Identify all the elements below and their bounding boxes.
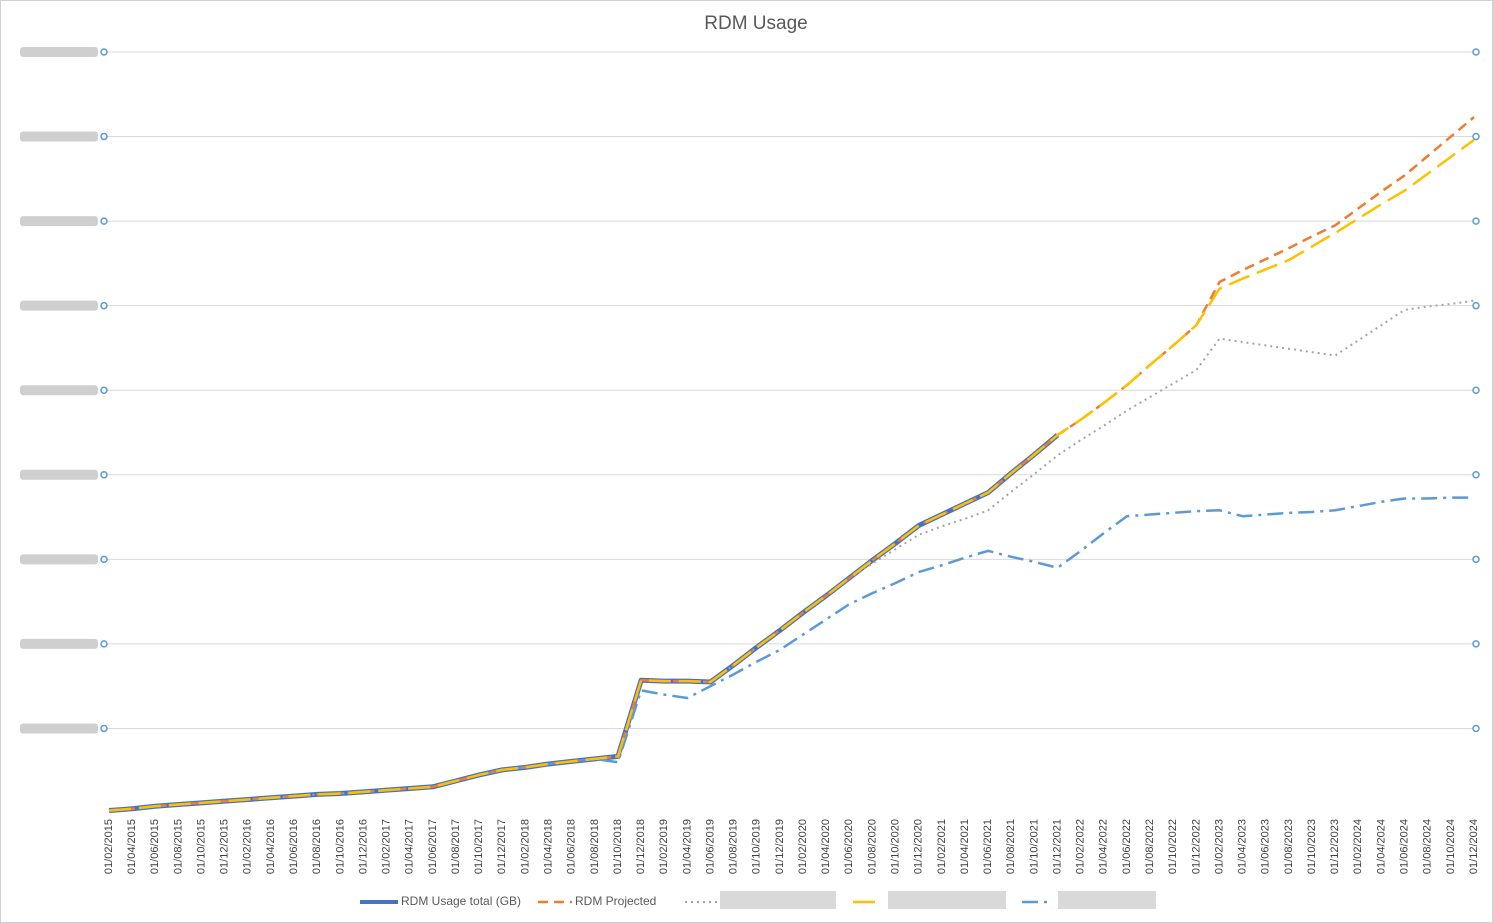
axis-marker [100,555,108,564]
x-tick-label: 01/10/2015 [195,819,207,874]
x-tick-label: 01/06/2020 [843,819,855,874]
blurred-tick-label [20,300,98,311]
axis-marker [1472,132,1480,141]
x-tick-label: 01/12/2023 [1329,819,1341,874]
x-tick-label: 01/08/2020 [866,819,878,874]
blurred-tick-label [20,216,98,227]
x-tick-label: 01/10/2023 [1306,819,1318,874]
x-tick-label: 01/08/2022 [1144,819,1156,874]
x-tick-label: 01/12/2022 [1190,819,1202,874]
axis-marker [1472,301,1480,310]
x-tick-label: 01/08/2021 [1005,819,1017,874]
x-tick-label: 01/10/2022 [1167,819,1179,874]
axis-marker [1472,555,1480,564]
x-tick-label: 01/06/2023 [1260,819,1272,874]
axis-marker [100,724,108,733]
blurred-label [1058,891,1156,909]
axis-marker [1472,48,1480,56]
blurred-tick-label [20,723,98,734]
x-tick-label: 01/10/2019 [751,819,763,874]
x-tick-label: 01/04/2018 [542,819,554,874]
x-tick-label: 01/04/2023 [1237,819,1249,874]
axis-marker [1472,386,1480,394]
x-tick-label: 01/10/2024 [1445,819,1457,874]
x-tick-label: 01/02/2017 [381,819,393,874]
axis-marker [1472,471,1480,479]
axis-marker [100,386,108,394]
x-tick-label: 01/10/2017 [473,819,485,874]
x-tick-label: 01/08/2015 [172,819,184,874]
axis-marker [1472,640,1480,648]
axis-marker [100,471,108,479]
x-tick-label: 01/12/2015 [219,819,231,874]
chart-title: RDM Usage [704,13,807,34]
x-tick-label: 01/04/2016 [265,819,277,874]
x-tick-label: 01/10/2020 [890,819,902,874]
legend-label: RDM Usage total (GB) [401,894,521,908]
x-tick-label: 01/06/2022 [1121,819,1133,874]
x-tick-label: 01/08/2016 [311,819,323,874]
x-tick-label: 01/12/2018 [635,819,647,874]
x-tick-label: 01/04/2015 [126,819,138,874]
blurred-tick-label [20,469,98,480]
x-tick-label: 01/12/2021 [1051,819,1063,874]
axis-marker [100,132,108,141]
x-tick-label: 01/04/2019 [681,819,693,874]
x-tick-label: 01/06/2024 [1398,819,1410,874]
axis-marker [100,301,108,310]
x-tick-label: 01/04/2017 [404,819,416,874]
x-tick-label: 01/06/2018 [566,819,578,874]
x-tick-label: 01/12/2017 [496,819,508,874]
x-tick-label: 01/06/2015 [149,819,161,874]
axis-marker [1472,724,1480,733]
x-tick-label: 01/08/2024 [1422,819,1434,874]
axis-marker [1472,217,1480,225]
x-tick-label: 01/08/2023 [1283,819,1295,874]
x-tick-label: 01/04/2022 [1098,819,1110,874]
x-tick-label: 01/06/2016 [288,819,300,874]
x-tick-label: 01/02/2019 [658,819,670,874]
axis-marker [100,640,108,648]
x-tick-label: 01/12/2024 [1468,819,1480,874]
x-tick-label: 01/04/2020 [820,819,832,874]
x-tick-label: 01/12/2019 [774,819,786,874]
series-line [108,138,1475,812]
blurred-tick-label [20,385,98,396]
legend-label: RDM Projected [575,894,656,908]
x-tick-label: 01/02/2023 [1213,819,1225,874]
x-tick-label: 01/02/2015 [103,819,115,874]
x-tick-label: 01/06/2019 [704,819,716,874]
blurred-label [720,891,836,909]
blurred-tick-label [20,638,98,649]
x-tick-label: 01/08/2018 [589,819,601,874]
blurred-tick-label [20,554,98,565]
x-tick-label: 01/06/2017 [427,819,439,874]
x-tick-label: 01/12/2020 [913,819,925,874]
x-tick-label: 01/02/2022 [1075,819,1087,874]
x-tick-label: 01/02/2021 [936,819,948,874]
x-tick-label: 01/02/2020 [797,819,809,874]
blurred-label [888,891,1006,909]
x-tick-label: 01/10/2016 [334,819,346,874]
blurred-tick-label [20,131,98,142]
x-tick-label: 01/04/2021 [959,819,971,874]
x-tick-label: 01/10/2021 [1028,819,1040,874]
blurred-tick-label [20,47,98,57]
x-tick-label: 01/12/2016 [357,819,369,874]
x-tick-label: 01/08/2017 [450,819,462,874]
x-tick-label: 01/02/2024 [1352,819,1364,874]
x-tick-label: 01/02/2018 [519,819,531,874]
x-tick-label: 01/04/2024 [1375,819,1387,874]
x-tick-label: 01/08/2019 [728,819,740,874]
x-tick-label: 01/02/2016 [242,819,254,874]
axis-marker [100,48,108,56]
axis-marker [100,217,108,225]
x-tick-label: 01/10/2018 [612,819,624,874]
legend-blurred [720,891,1156,909]
x-tick-label: 01/06/2021 [982,819,994,874]
